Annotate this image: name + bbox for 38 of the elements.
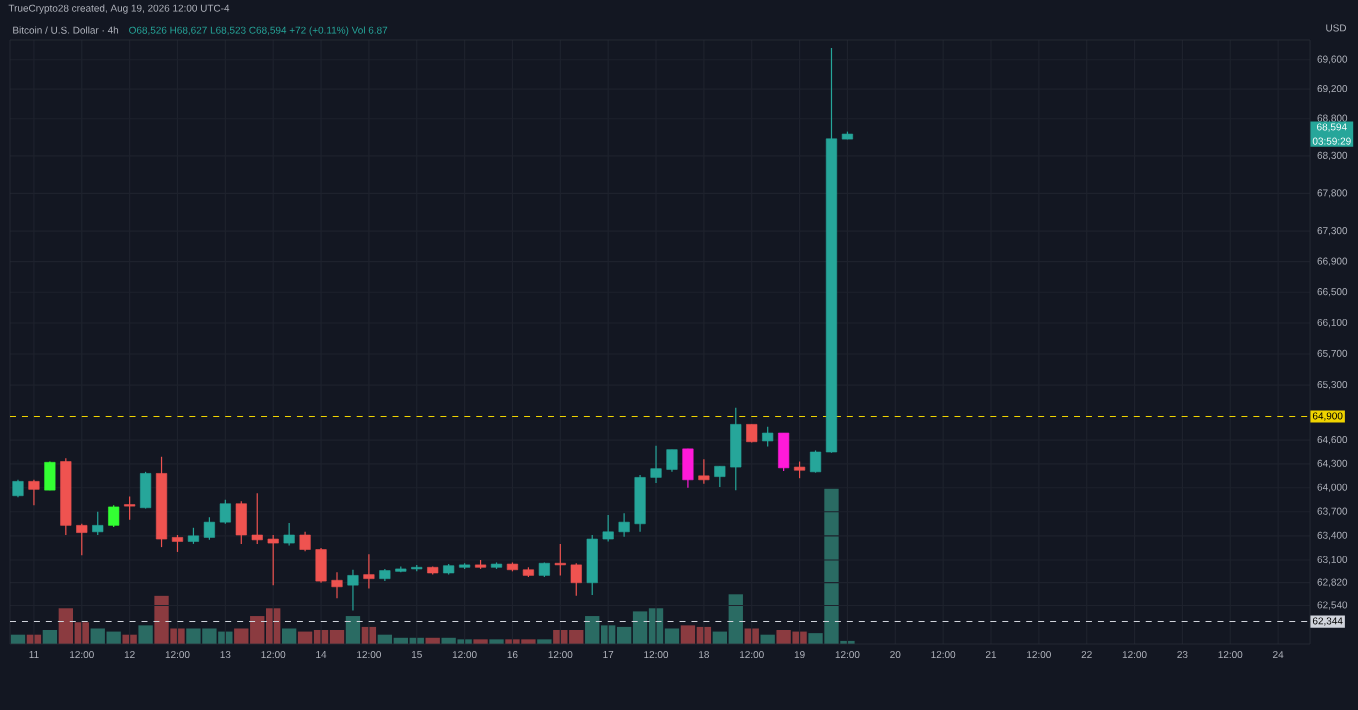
candlestick [267,534,279,586]
candlestick [698,458,710,485]
candlestick [108,504,120,528]
candlestick [554,543,566,577]
bar [281,628,297,644]
candlestick [124,495,136,521]
candlestick [347,569,359,612]
candlestick [76,523,88,556]
candlestick [219,499,231,525]
candlestick [602,514,614,543]
candlestick [570,562,582,597]
bar [345,616,361,644]
bar [42,630,58,644]
candlestick [634,474,646,533]
candlestick [331,571,343,599]
candlestick [650,445,662,484]
candlestick [746,423,758,444]
candlestick [299,531,311,552]
candlestick [235,500,247,545]
candlestick [283,522,295,547]
candlestick [778,432,790,472]
candlestick [315,547,327,584]
candlestick [251,492,263,545]
candlestick [809,449,822,474]
candlestick [714,465,726,488]
candlestick [203,516,215,541]
candlestick [140,471,152,510]
candlestick [44,460,56,491]
candlestick [618,512,630,538]
candlestick [586,534,598,596]
candlestick [92,511,104,536]
candlestick [666,449,678,473]
candlestick [730,407,742,491]
candlestick [363,553,375,590]
bar [138,625,153,644]
candlestick [682,448,694,489]
candlestick [28,479,40,506]
candlestick [762,426,774,448]
